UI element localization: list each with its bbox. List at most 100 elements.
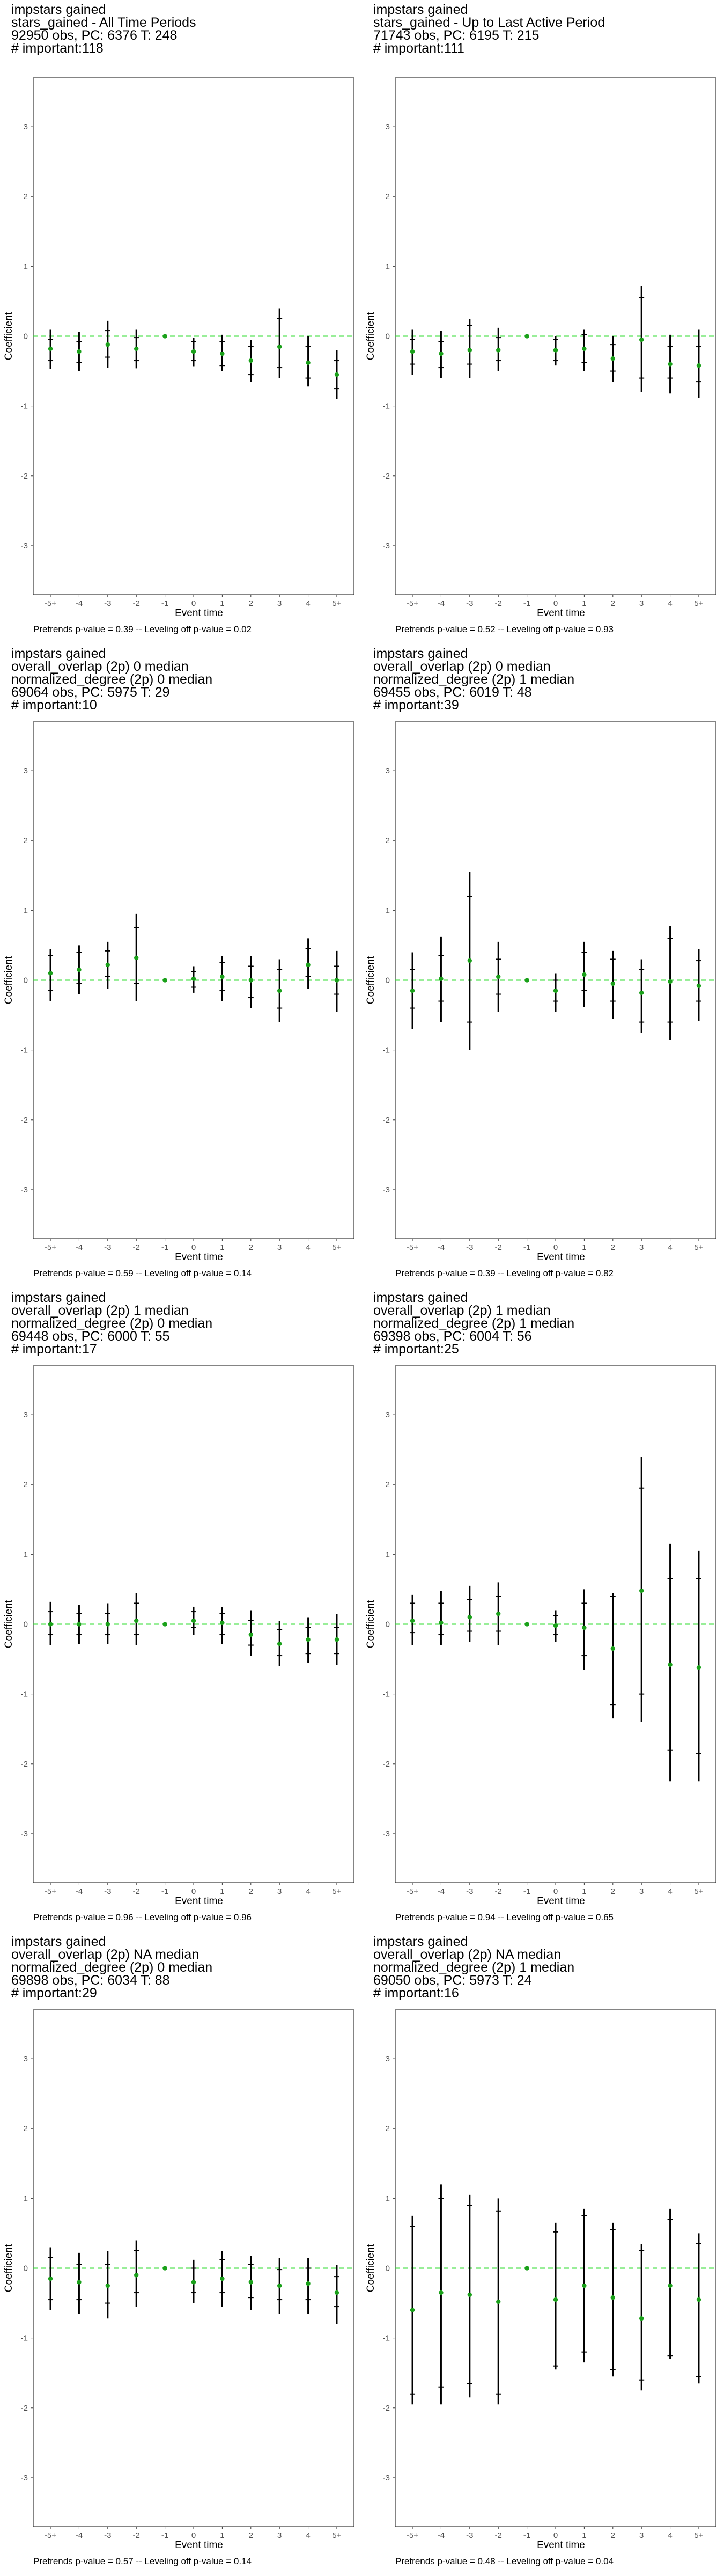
y-tick-label: 0	[24, 332, 28, 341]
title-line: # important:10	[8, 698, 97, 713]
estimate-marker	[438, 331, 444, 378]
estimate-marker	[696, 948, 701, 1021]
p-value-footer: Pretrends p-value = 0.39 -- Leveling off…	[395, 1268, 614, 1278]
x-tick-label: -2	[495, 2531, 502, 2540]
estimate-marker	[496, 327, 501, 371]
title-line: 69398 obs, PC: 6004 T: 56	[370, 1329, 532, 1344]
point-estimate	[496, 974, 501, 979]
point-estimate	[334, 1637, 339, 1642]
y-tick-label: 0	[386, 976, 390, 985]
title-line: stars_gained - Up to Last Active Period	[370, 15, 605, 30]
title-line: overall_overlap (2p) 0 median	[370, 659, 551, 674]
y-axis-label: Coefficient	[365, 2244, 376, 2292]
x-tick-label: -2	[133, 599, 140, 608]
point-estimate	[48, 2276, 53, 2281]
point-estimate	[77, 967, 82, 972]
event-study-panel: impstars gained overall_overlap (2p) 1 m…	[362, 1288, 724, 1932]
y-tick-label: 1	[24, 1550, 28, 1559]
estimate-marker	[219, 334, 225, 371]
x-tick-label: 1	[220, 2531, 224, 2540]
y-tick-label: -1	[383, 1046, 390, 1055]
point-estimate	[410, 1618, 415, 1623]
point-estimate	[524, 2266, 529, 2271]
estimate-marker	[639, 2243, 645, 2391]
point-estimate	[105, 342, 110, 347]
x-tick-label: -1	[523, 599, 530, 608]
point-estimate	[410, 2308, 415, 2312]
estimate-marker	[610, 336, 616, 382]
y-tick-label: 2	[386, 192, 390, 201]
x-tick-label: 2	[611, 1887, 615, 1896]
x-tick-label: -2	[133, 1243, 140, 1252]
estimate-marker	[334, 1613, 339, 1665]
x-tick-label: 1	[582, 2531, 586, 2540]
y-axis-label: Coefficient	[365, 312, 376, 360]
estimate-marker	[524, 1622, 529, 1627]
event-study-panel: impstars gained overall_overlap (2p) 0 m…	[362, 644, 724, 1288]
y-tick-label: 2	[24, 2124, 28, 2133]
y-tick-label: -3	[383, 1829, 390, 1839]
estimate-marker	[219, 955, 225, 1001]
point-estimate	[220, 2276, 225, 2281]
y-tick-label: 2	[24, 192, 28, 201]
estimate-marker	[581, 941, 587, 1007]
estimate-marker	[581, 1589, 587, 1670]
point-estimate	[610, 2295, 615, 2300]
point-estimate	[496, 348, 501, 353]
point-estimate	[668, 2283, 673, 2288]
y-tick-label: 1	[386, 906, 390, 915]
x-tick-label: -2	[495, 1243, 502, 1252]
estimate-marker	[467, 872, 472, 1050]
y-tick-label: 0	[386, 2264, 390, 2273]
title-line: 92950 obs, PC: 6376 T: 248	[8, 28, 178, 43]
estimate-marker	[553, 973, 558, 1012]
point-estimate	[77, 1622, 82, 1627]
x-tick-label: -5+	[407, 599, 418, 608]
estimate-marker	[639, 959, 645, 1033]
x-tick-label: -5+	[45, 1243, 56, 1252]
estimate-marker	[553, 336, 558, 366]
point-estimate	[162, 978, 167, 983]
title-line: normalized_degree (2p) 1 median	[370, 1316, 575, 1331]
point-estimate	[248, 978, 253, 983]
point-estimate	[48, 971, 53, 976]
estimate-marker	[524, 978, 529, 983]
y-tick-label: 0	[386, 332, 390, 341]
estimate-marker	[248, 1610, 254, 1656]
y-tick-label: 1	[24, 2194, 28, 2203]
y-tick-label: -2	[383, 1760, 390, 1769]
title-line: 69050 obs, PC: 5973 T: 24	[370, 1973, 532, 1988]
y-tick-label: 1	[24, 906, 28, 915]
estimate-marker	[305, 938, 311, 989]
x-tick-label: 3	[277, 1887, 282, 1896]
point-estimate	[696, 983, 701, 989]
y-tick-label: -2	[383, 2404, 390, 2413]
y-tick-label: -3	[21, 2473, 28, 2483]
point-estimate	[467, 2292, 472, 2297]
estimate-marker	[134, 329, 139, 369]
x-tick-label: -2	[133, 1887, 140, 1896]
x-tick-label: 4	[668, 1887, 672, 1896]
point-estimate	[524, 334, 529, 339]
point-estimate	[553, 2297, 558, 2302]
estimate-marker	[410, 952, 416, 1029]
x-axis-label: Event time	[175, 2540, 223, 2551]
x-axis-label: Event time	[537, 1896, 585, 1907]
estimate-marker	[48, 329, 54, 369]
x-tick-label: -4	[76, 2531, 83, 2540]
y-tick-label: 3	[386, 122, 390, 131]
point-estimate	[668, 362, 673, 367]
point-estimate	[306, 360, 311, 365]
event-study-plot: -3 -2 -1 0 1 2 3 Coefficient -5+ -4 -3 -2 -1 0 1 2 3 4 5+ E…	[365, 721, 716, 1263]
y-tick-label: -3	[21, 1185, 28, 1195]
x-tick-label: -3	[466, 1243, 473, 1252]
title-line: 71743 obs, PC: 6195 T: 215	[370, 28, 540, 43]
x-tick-label: 1	[582, 599, 586, 608]
x-tick-label: -3	[104, 599, 111, 608]
x-tick-label: 2	[249, 1887, 253, 1896]
panel-title: impstars gained overall_overlap (2p) NA …	[370, 1935, 574, 2000]
point-estimate	[410, 349, 415, 354]
estimate-marker	[162, 2266, 167, 2271]
x-tick-label: 2	[249, 2531, 253, 2540]
x-tick-label: 0	[553, 2531, 558, 2540]
